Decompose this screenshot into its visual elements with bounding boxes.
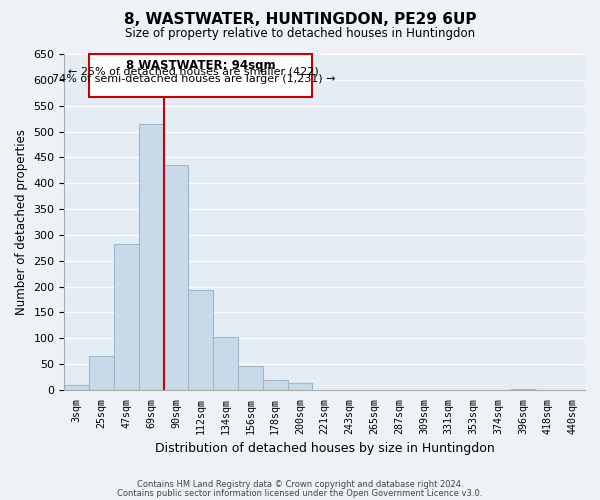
Text: ← 25% of detached houses are smaller (422): ← 25% of detached houses are smaller (42… (68, 66, 319, 76)
Bar (263, 380, 287, 390)
Bar (114, 244, 139, 390)
Bar (64, 385, 89, 390)
Bar (188, 290, 213, 390)
Text: Contains public sector information licensed under the Open Government Licence v3: Contains public sector information licen… (118, 488, 482, 498)
Bar (164, 165, 188, 390)
Bar (238, 366, 263, 390)
Bar (511, 389, 535, 390)
Bar (287, 384, 313, 390)
Text: 8 WASTWATER: 94sqm: 8 WASTWATER: 94sqm (126, 58, 275, 71)
Text: Size of property relative to detached houses in Huntingdon: Size of property relative to detached ho… (125, 28, 475, 40)
Y-axis label: Number of detached properties: Number of detached properties (15, 129, 28, 315)
Text: 74% of semi-detached houses are larger (1,231) →: 74% of semi-detached houses are larger (… (52, 74, 335, 84)
Bar (213, 338, 238, 390)
FancyBboxPatch shape (89, 54, 313, 97)
Bar (89, 356, 114, 390)
Text: Contains HM Land Registry data © Crown copyright and database right 2024.: Contains HM Land Registry data © Crown c… (137, 480, 463, 489)
Text: 8, WASTWATER, HUNTINGDON, PE29 6UP: 8, WASTWATER, HUNTINGDON, PE29 6UP (124, 12, 476, 28)
X-axis label: Distribution of detached houses by size in Huntingdon: Distribution of detached houses by size … (155, 442, 494, 455)
Bar (139, 124, 164, 390)
